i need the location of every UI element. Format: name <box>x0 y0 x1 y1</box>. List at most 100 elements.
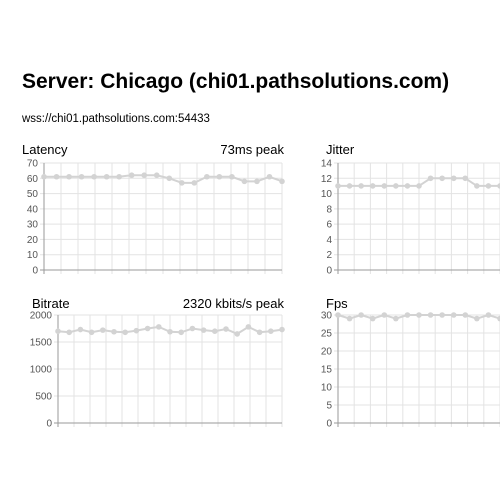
jitter-data-point <box>393 183 399 189</box>
bitrate-data-point <box>212 328 218 334</box>
latency-data-point <box>216 173 223 180</box>
bitrate-data-point <box>66 329 72 336</box>
latency-data-point <box>266 173 273 180</box>
latency-peak-label: 73ms peak <box>220 142 284 157</box>
latency-y-tick-label: 70 <box>27 159 39 170</box>
jitter-data-point <box>427 175 434 182</box>
latency-data-point <box>103 173 110 180</box>
bitrate-data-point <box>77 326 84 333</box>
fps-y-tick-label: 25 <box>321 329 333 340</box>
bitrate-data-point <box>223 326 229 332</box>
latency-y-tick-label: 60 <box>27 174 39 185</box>
jitter-data-point <box>485 183 492 189</box>
jitter-data-point <box>369 183 376 189</box>
latency-data-point <box>41 173 47 180</box>
jitter-data-point <box>462 175 469 182</box>
latency-y-tick-label: 50 <box>27 189 39 200</box>
fps-y-tick-label: 15 <box>321 365 333 376</box>
jitter-data-point <box>381 183 388 189</box>
latency-data-point <box>91 173 97 180</box>
latency-data-point <box>116 173 122 180</box>
bitrate-data-point <box>156 324 162 330</box>
fps-y-tick-label: 0 <box>326 419 332 430</box>
jitter-y-tick-label: 2 <box>326 250 332 261</box>
jitter-data-point <box>335 183 341 189</box>
latency-y-tick-label: 10 <box>27 250 39 261</box>
fps-data-point <box>450 312 457 318</box>
latency-y-tick-label: 20 <box>27 235 39 246</box>
fps-data-point <box>358 312 364 318</box>
bitrate-data-point <box>178 329 184 336</box>
jitter-chart-title: Jitter <box>326 142 355 157</box>
bitrate-peak-label: 2320 kbits/s peak <box>182 296 284 311</box>
jitter-data-point <box>497 183 500 189</box>
jitter-chart-panel: Jitter 0 2 4 6 8 10 12 14 <box>316 142 500 282</box>
latency-chart-title: Latency <box>22 142 68 157</box>
latency-data-point <box>78 173 85 180</box>
jitter-chart: 0 2 4 6 8 10 12 14 <box>321 159 500 277</box>
fps-data-point <box>474 315 480 322</box>
jitter-data-point <box>346 183 353 189</box>
fps-chart-title: Fps <box>326 296 348 311</box>
jitter-data-point <box>358 183 364 189</box>
latency-chart: 0 10 20 30 40 50 60 70 <box>27 159 285 277</box>
server-title: Server: Chicago (chi01.pathsolutions.com… <box>22 70 450 93</box>
fps-y-tick-label: 10 <box>321 383 333 394</box>
bitrate-y-tick-label: 0 <box>46 419 52 430</box>
latency-data-point <box>204 173 210 180</box>
jitter-y-tick-label: 0 <box>326 266 332 277</box>
bitrate-data-point <box>189 325 196 332</box>
latency-data-point <box>141 172 148 179</box>
fps-chart: 0 5 10 15 20 25 30 <box>321 311 500 430</box>
fps-data-point <box>485 312 492 318</box>
latency-data-point <box>254 178 260 185</box>
fps-data-point <box>427 312 434 318</box>
jitter-y-tick-label: 14 <box>321 159 333 170</box>
jitter-y-tick-label: 10 <box>321 189 333 200</box>
bitrate-data-point <box>167 328 173 335</box>
latency-data-point <box>229 173 235 180</box>
server-url: wss://chi01.pathsolutions.com:54433 <box>22 113 210 125</box>
fps-data-point <box>381 312 388 318</box>
latency-data-point <box>178 180 185 186</box>
bitrate-data-point <box>279 326 285 333</box>
jitter-data-point <box>450 175 457 182</box>
latency-data-point <box>153 172 160 179</box>
bitrate-y-tick-label: 1500 <box>30 338 53 349</box>
bitrate-data-point <box>133 327 140 334</box>
fps-data-point <box>439 312 445 318</box>
jitter-data-point <box>404 183 411 189</box>
fps-data-point <box>416 312 422 318</box>
bitrate-data-point <box>200 327 207 333</box>
bitrate-chart-panel: Bitrate 2320 kbits/s peak 0 500 1000 1500 20… <box>22 296 285 436</box>
bitrate-data-point <box>245 324 252 330</box>
bitrate-data-point <box>268 328 274 334</box>
latency-data-point <box>53 173 60 180</box>
fps-chart-panel: Fps 0 5 10 15 20 25 30 <box>316 296 500 436</box>
bitrate-chart-title: Bitrate <box>32 296 70 311</box>
bitrate-data-point <box>234 331 240 337</box>
latency-y-tick-label: 30 <box>27 220 39 231</box>
latency-data-point <box>241 178 248 185</box>
bitrate-chart: 0 500 1000 1500 2000 <box>30 311 285 430</box>
latency-chart-panel: Latency 73ms peak 0 10 20 30 40 50 60 70 <box>22 142 285 282</box>
latency-data-point <box>166 175 173 182</box>
bitrate-data-point <box>111 328 117 335</box>
fps-data-point <box>393 315 399 322</box>
jitter-y-tick-label: 8 <box>326 204 332 215</box>
jitter-y-tick-label: 4 <box>326 235 332 246</box>
latency-data-point <box>279 178 285 185</box>
latency-y-tick-label: 0 <box>32 266 38 277</box>
fps-data-point <box>369 315 376 322</box>
fps-data-point <box>462 312 469 318</box>
jitter-y-tick-label: 12 <box>321 174 333 185</box>
bitrate-data-point <box>256 329 263 336</box>
jitter-data-point <box>416 183 422 189</box>
fps-data-point <box>346 315 353 322</box>
fps-y-tick-label: 5 <box>326 401 332 412</box>
bitrate-y-tick-label: 500 <box>35 392 52 403</box>
latency-y-tick-label: 40 <box>27 204 39 215</box>
jitter-y-tick-label: 6 <box>326 220 332 231</box>
bitrate-y-tick-label: 2000 <box>30 311 53 322</box>
bitrate-y-tick-label: 1000 <box>30 365 53 376</box>
